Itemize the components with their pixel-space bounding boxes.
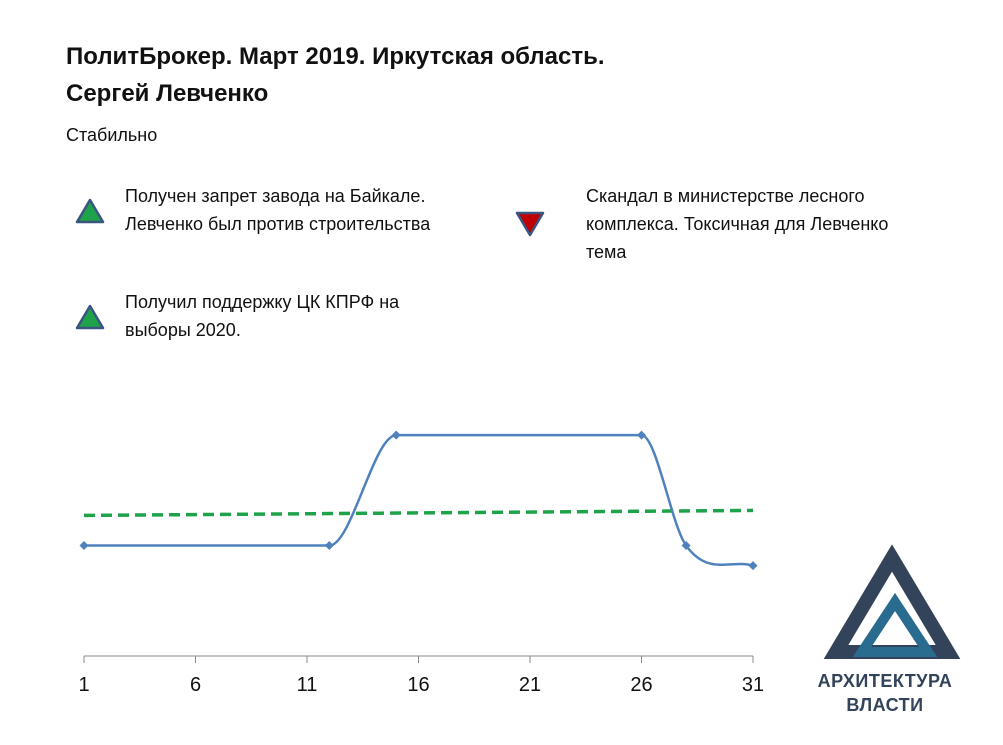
- data-point-marker: [637, 430, 646, 440]
- event-3-text: Получил поддержку ЦК КПРФ на выборы 2020…: [125, 288, 399, 344]
- data-point-marker: [391, 430, 401, 440]
- event-2-text: Скандал в министерстве лесного комплекса…: [586, 182, 888, 266]
- x-tick-label: 6: [189, 674, 202, 696]
- title-line-1: ПолитБрокер. Март 2019. Иркутская област…: [66, 43, 605, 70]
- triangle-down-icon: [515, 211, 545, 237]
- x-tick-label: 21: [518, 674, 542, 696]
- event-3-line-2: выборы 2020.: [125, 320, 241, 340]
- event-1-text: Получен запрет завода на Байкале. Левчен…: [125, 182, 430, 238]
- event-1-line-1: Получен запрет завода на Байкале.: [125, 186, 426, 206]
- data-point-marker: [748, 561, 758, 571]
- triangle-up-icon: [75, 198, 105, 224]
- triangle-up-icon: [75, 304, 105, 330]
- page-title: ПолитБрокер. Март 2019. Иркутская област…: [66, 38, 605, 112]
- event-2-line-2: комплекса. Токсичная для Левченко: [586, 214, 889, 234]
- data-point-marker: [681, 541, 691, 551]
- logo-text-line-1: АРХИТЕКТУРА: [817, 671, 953, 691]
- event-1-line-2: Левченко был против строительства: [125, 214, 431, 234]
- event-2-line-1: Скандал в министерстве лесного: [586, 186, 865, 206]
- status-label: Стабильно: [66, 125, 158, 145]
- title-line-2: Сергей Левченко: [66, 80, 269, 107]
- event-3-line-1: Получил поддержку ЦК КПРФ на: [125, 292, 400, 312]
- x-tick-label: 11: [296, 674, 318, 696]
- data-point-marker: [324, 541, 334, 551]
- x-tick-label: 26: [630, 674, 653, 696]
- architecture-of-power-logo: [823, 544, 961, 659]
- logo-text-line-2: ВЛАСТИ: [846, 695, 924, 715]
- x-tick-label: 16: [407, 674, 430, 696]
- x-tick-label: 31: [741, 674, 765, 696]
- rating-series-line: [84, 433, 754, 567]
- x-tick-label: 1: [78, 674, 90, 696]
- event-2-line-3: тема: [586, 242, 627, 262]
- data-point-marker: [79, 541, 89, 551]
- trend-line: [83, 508, 754, 518]
